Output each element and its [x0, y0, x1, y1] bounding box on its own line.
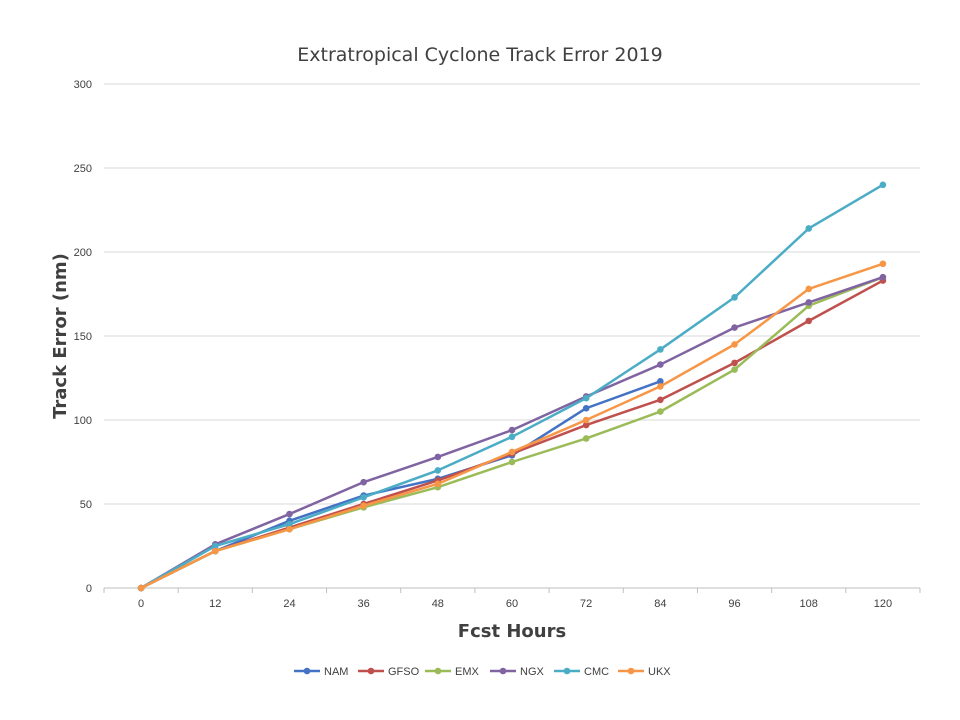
series-cmc — [137, 181, 887, 592]
data-point — [360, 478, 367, 486]
legend-swatch-marker — [627, 667, 635, 675]
legend-label: CMC — [584, 666, 609, 678]
data-point — [657, 383, 664, 390]
legend-item-gfso: GFSO — [358, 666, 420, 678]
data-point — [582, 435, 590, 442]
data-point — [731, 359, 738, 367]
legend-swatch-marker — [499, 667, 507, 675]
legend-label: EMX — [455, 666, 480, 678]
data-point — [657, 378, 664, 385]
data-point — [286, 525, 293, 533]
chart-title: Extratropical Cyclone Track Error 2019 — [297, 44, 662, 66]
data-point — [879, 181, 887, 189]
data-point — [508, 426, 516, 434]
data-point — [360, 493, 367, 501]
legend: NAM GFSO EMX NGX CMC UKX — [294, 666, 671, 678]
legend-item-ukx: UKX — [618, 666, 671, 678]
legend-item-nam: NAM — [294, 666, 348, 678]
legend-swatch-marker — [434, 667, 442, 675]
y-tick-label: 100 — [74, 415, 92, 427]
data-point — [434, 480, 442, 488]
data-point — [211, 547, 219, 555]
y-tick-label: 200 — [74, 247, 92, 259]
data-point — [879, 260, 887, 268]
data-point — [805, 317, 813, 325]
x-tick-label: 60 — [506, 598, 518, 610]
legend-item-emx: EMX — [425, 666, 480, 678]
data-point — [434, 467, 442, 474]
x-tick-label: 36 — [358, 598, 370, 610]
data-point — [731, 324, 738, 331]
data-point — [582, 394, 590, 402]
x-tick-label: 120 — [874, 598, 892, 610]
x-tick-label: 0 — [138, 598, 144, 610]
legend-swatch-marker — [563, 667, 571, 675]
x-tick-label: 84 — [654, 598, 666, 610]
data-point — [508, 448, 516, 456]
data-point — [360, 502, 367, 509]
y-tick-labels: 0 50 100 150 200 250 300 — [74, 79, 92, 595]
gridlines — [104, 83, 920, 589]
data-point — [805, 299, 813, 306]
x-tick-label: 108 — [800, 598, 818, 610]
legend-item-cmc: CMC — [554, 666, 609, 678]
x-axis-title: Fcst Hours — [458, 621, 566, 642]
data-point — [731, 366, 738, 373]
series-lines — [137, 181, 887, 592]
data-point — [286, 510, 293, 518]
x-tick-label: 96 — [728, 598, 740, 610]
legend-label: NAM — [324, 666, 348, 678]
y-tick-label: 300 — [74, 79, 92, 91]
x-tick-label: 48 — [432, 598, 444, 610]
data-point — [731, 294, 738, 301]
y-tick-label: 50 — [80, 499, 92, 511]
data-point — [731, 341, 738, 348]
legend-swatch-marker — [367, 667, 375, 675]
legend-label: NGX — [520, 666, 545, 678]
data-point — [805, 285, 813, 293]
y-tick-label: 0 — [86, 583, 92, 595]
data-point — [508, 433, 516, 441]
x-tick-label: 12 — [209, 598, 221, 610]
x-tick-label: 24 — [283, 598, 295, 610]
legend-swatch-marker — [303, 667, 311, 675]
y-axis-title: Track Error (nm) — [50, 253, 71, 419]
data-point — [582, 421, 590, 429]
data-point — [582, 404, 590, 412]
data-point — [137, 584, 145, 592]
data-point — [286, 520, 293, 528]
legend-label: GFSO — [388, 666, 420, 678]
data-point — [582, 416, 590, 424]
data-point — [657, 361, 664, 368]
y-tick-label: 250 — [74, 163, 92, 175]
data-point — [657, 408, 664, 415]
legend-item-ngx: NGX — [490, 666, 545, 678]
y-tick-label: 150 — [74, 331, 92, 343]
x-tick-label: 72 — [580, 598, 592, 610]
data-point — [805, 225, 813, 232]
x-tick-labels: 0 12 24 36 48 60 72 84 96 108 120 — [103, 588, 921, 610]
data-point — [211, 542, 219, 550]
data-point — [879, 273, 887, 281]
data-point — [657, 346, 664, 353]
series-ukx — [137, 260, 887, 592]
data-point — [657, 396, 664, 404]
data-point — [508, 458, 516, 466]
data-point — [434, 453, 442, 461]
legend-label: UKX — [648, 666, 671, 678]
